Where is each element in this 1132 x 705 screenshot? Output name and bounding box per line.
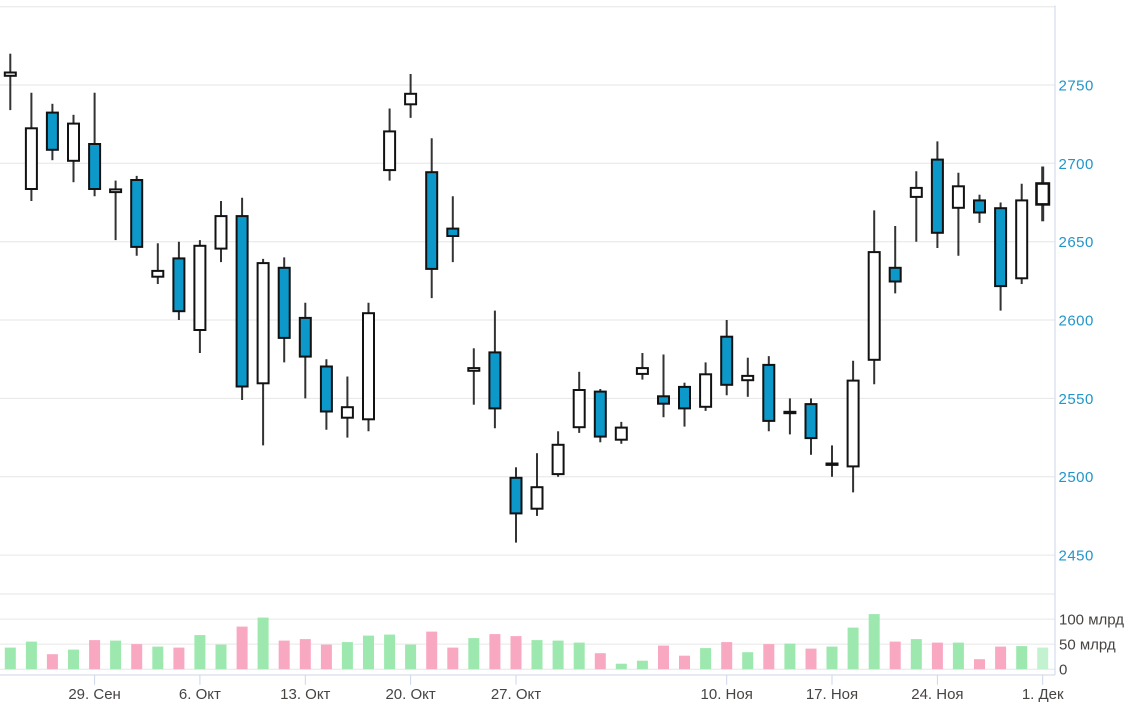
svg-text:0: 0 [1059,662,1067,679]
svg-text:50 млрд: 50 млрд [1059,637,1116,654]
svg-text:6. Окт: 6. Окт [179,686,221,703]
svg-text:13. Окт: 13. Окт [280,686,330,703]
svg-text:29. Сен: 29. Сен [68,686,120,703]
svg-text:17. Ноя: 17. Ноя [806,686,858,703]
svg-text:1. Дек: 1. Дек [1022,686,1064,703]
svg-text:2750: 2750 [1059,78,1094,95]
svg-text:24. Ноя: 24. Ноя [911,686,963,703]
svg-text:100 млрд: 100 млрд [1059,612,1124,629]
svg-text:2550: 2550 [1059,391,1094,408]
svg-text:10. Ноя: 10. Ноя [701,686,753,703]
svg-text:2600: 2600 [1059,313,1094,330]
svg-text:2500: 2500 [1059,469,1094,486]
svg-text:2700: 2700 [1059,156,1094,173]
svg-text:2450: 2450 [1059,548,1094,565]
svg-text:2650: 2650 [1059,234,1094,251]
svg-text:27. Окт: 27. Окт [491,686,541,703]
svg-text:20. Окт: 20. Окт [385,686,435,703]
